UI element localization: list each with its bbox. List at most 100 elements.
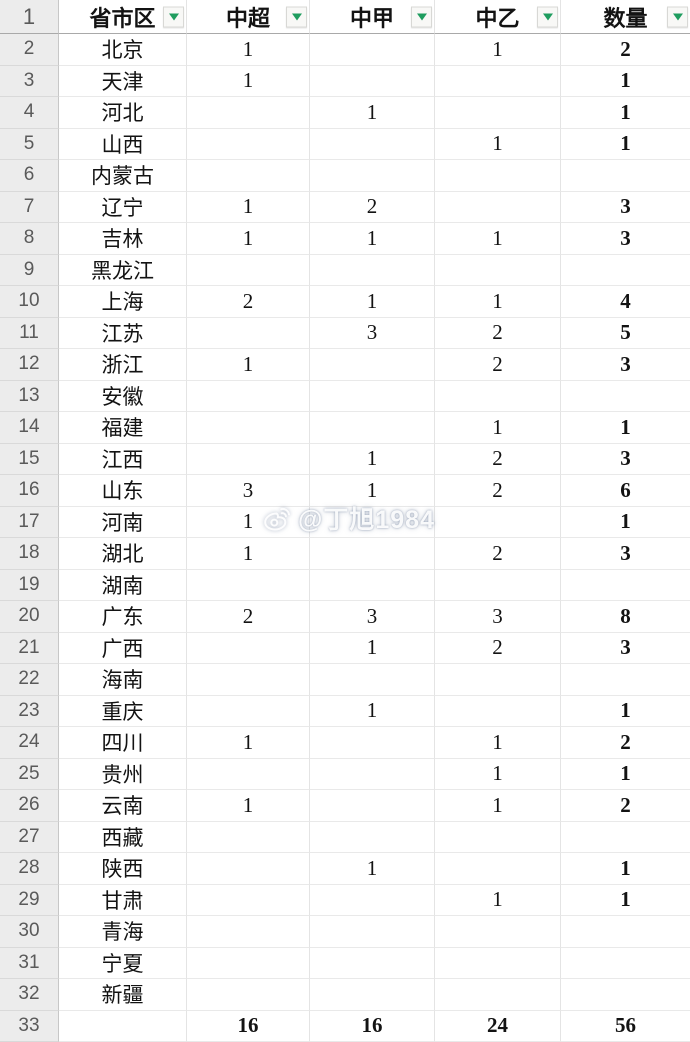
province-cell[interactable]: 云南 xyxy=(59,790,187,822)
csl-cell[interactable] xyxy=(187,632,310,664)
league-one-cell[interactable] xyxy=(310,727,435,759)
row-number[interactable]: 28 xyxy=(0,853,59,885)
row-number[interactable]: 24 xyxy=(0,727,59,759)
csl-cell[interactable] xyxy=(187,821,310,853)
province-cell[interactable] xyxy=(59,1010,187,1042)
league-two-cell[interactable]: 2 xyxy=(435,475,561,507)
league-two-cell[interactable] xyxy=(435,916,561,948)
province-cell[interactable]: 重庆 xyxy=(59,695,187,727)
csl-cell[interactable]: 3 xyxy=(187,475,310,507)
province-cell[interactable]: 吉林 xyxy=(59,223,187,255)
csl-cell[interactable] xyxy=(187,664,310,696)
row-number[interactable]: 10 xyxy=(0,286,59,318)
row-number[interactable]: 19 xyxy=(0,569,59,601)
league-one-cell[interactable] xyxy=(310,979,435,1011)
row-number[interactable]: 16 xyxy=(0,475,59,507)
column-header-league-one[interactable]: 中甲 xyxy=(310,0,435,34)
league-one-cell[interactable] xyxy=(310,947,435,979)
league-one-cell[interactable] xyxy=(310,538,435,570)
province-cell[interactable]: 湖北 xyxy=(59,538,187,570)
row-number[interactable]: 25 xyxy=(0,758,59,790)
row-number[interactable]: 21 xyxy=(0,632,59,664)
league-two-cell[interactable]: 1 xyxy=(435,758,561,790)
league-two-cell[interactable] xyxy=(435,97,561,129)
league-two-cell[interactable]: 1 xyxy=(435,223,561,255)
csl-cell[interactable]: 1 xyxy=(187,538,310,570)
total-cell[interactable]: 3 xyxy=(561,633,690,664)
total-cell[interactable]: 3 xyxy=(561,349,690,381)
league-one-cell[interactable]: 1 xyxy=(310,695,435,727)
total-cell[interactable]: 1 xyxy=(561,696,690,727)
filter-dropdown-button[interactable] xyxy=(163,6,184,27)
province-cell[interactable]: 青海 xyxy=(59,916,187,948)
csl-cell[interactable] xyxy=(187,884,310,916)
row-number[interactable]: 1 xyxy=(0,0,59,34)
row-number[interactable]: 4 xyxy=(0,97,59,129)
province-cell[interactable]: 河南 xyxy=(59,506,187,538)
column-header-csl[interactable]: 中超 xyxy=(187,0,310,34)
league-one-cell[interactable] xyxy=(310,790,435,822)
league-two-cell[interactable] xyxy=(435,853,561,885)
total-cell[interactable] xyxy=(561,948,690,979)
csl-cell[interactable]: 1 xyxy=(187,506,310,538)
total-cell[interactable] xyxy=(561,822,690,853)
league-one-cell[interactable] xyxy=(310,916,435,948)
filter-dropdown-button[interactable] xyxy=(286,6,307,27)
total-cell[interactable] xyxy=(561,570,690,601)
league-one-cell[interactable] xyxy=(310,254,435,286)
csl-cell[interactable]: 2 xyxy=(187,286,310,318)
province-cell[interactable]: 黑龙江 xyxy=(59,254,187,286)
csl-cell[interactable] xyxy=(187,317,310,349)
csl-cell[interactable] xyxy=(187,569,310,601)
league-two-cell[interactable] xyxy=(435,947,561,979)
row-number[interactable]: 14 xyxy=(0,412,59,444)
row-number[interactable]: 3 xyxy=(0,65,59,97)
province-cell[interactable]: 陕西 xyxy=(59,853,187,885)
province-cell[interactable]: 安徽 xyxy=(59,380,187,412)
league-two-cell[interactable]: 2 xyxy=(435,349,561,381)
league-one-cell[interactable] xyxy=(310,821,435,853)
csl-cell[interactable] xyxy=(187,160,310,192)
league-two-cell[interactable]: 1 xyxy=(435,884,561,916)
province-cell[interactable]: 新疆 xyxy=(59,979,187,1011)
row-number[interactable]: 9 xyxy=(0,254,59,286)
csl-cell[interactable] xyxy=(187,412,310,444)
csl-cell[interactable] xyxy=(187,254,310,286)
row-number[interactable]: 15 xyxy=(0,443,59,475)
province-cell[interactable]: 天津 xyxy=(59,65,187,97)
total-cell[interactable]: 5 xyxy=(561,318,690,349)
total-cell[interactable]: 3 xyxy=(561,192,690,223)
league-one-cell[interactable] xyxy=(310,506,435,538)
league-two-cell[interactable] xyxy=(435,506,561,538)
province-cell[interactable]: 北京 xyxy=(59,34,187,66)
total-cell[interactable]: 1 xyxy=(561,129,690,160)
league-two-cell[interactable]: 2 xyxy=(435,443,561,475)
filter-dropdown-button[interactable] xyxy=(667,6,688,27)
total-cell[interactable]: 1 xyxy=(561,853,690,885)
province-cell[interactable]: 西藏 xyxy=(59,821,187,853)
province-cell[interactable]: 河北 xyxy=(59,97,187,129)
league-one-cell[interactable]: 3 xyxy=(310,601,435,633)
province-cell[interactable]: 海南 xyxy=(59,664,187,696)
total-cell[interactable]: 3 xyxy=(561,223,690,255)
league-one-cell[interactable]: 1 xyxy=(310,632,435,664)
csl-cell[interactable]: 1 xyxy=(187,191,310,223)
row-number[interactable]: 8 xyxy=(0,223,59,255)
row-number[interactable]: 33 xyxy=(0,1010,59,1042)
row-number[interactable]: 22 xyxy=(0,664,59,696)
province-cell[interactable]: 内蒙古 xyxy=(59,160,187,192)
csl-cell[interactable] xyxy=(187,380,310,412)
total-cell[interactable]: 2 xyxy=(561,790,690,822)
total-cell[interactable]: 1 xyxy=(561,66,690,97)
league-two-cell[interactable]: 2 xyxy=(435,538,561,570)
total-cell[interactable]: 1 xyxy=(561,412,690,444)
province-cell[interactable]: 浙江 xyxy=(59,349,187,381)
league-two-cell[interactable] xyxy=(435,569,561,601)
row-number[interactable]: 31 xyxy=(0,947,59,979)
province-cell[interactable]: 广西 xyxy=(59,632,187,664)
row-number[interactable]: 30 xyxy=(0,916,59,948)
league-one-cell[interactable]: 3 xyxy=(310,317,435,349)
row-number[interactable]: 27 xyxy=(0,821,59,853)
league-two-cell[interactable]: 1 xyxy=(435,790,561,822)
row-number[interactable]: 23 xyxy=(0,695,59,727)
